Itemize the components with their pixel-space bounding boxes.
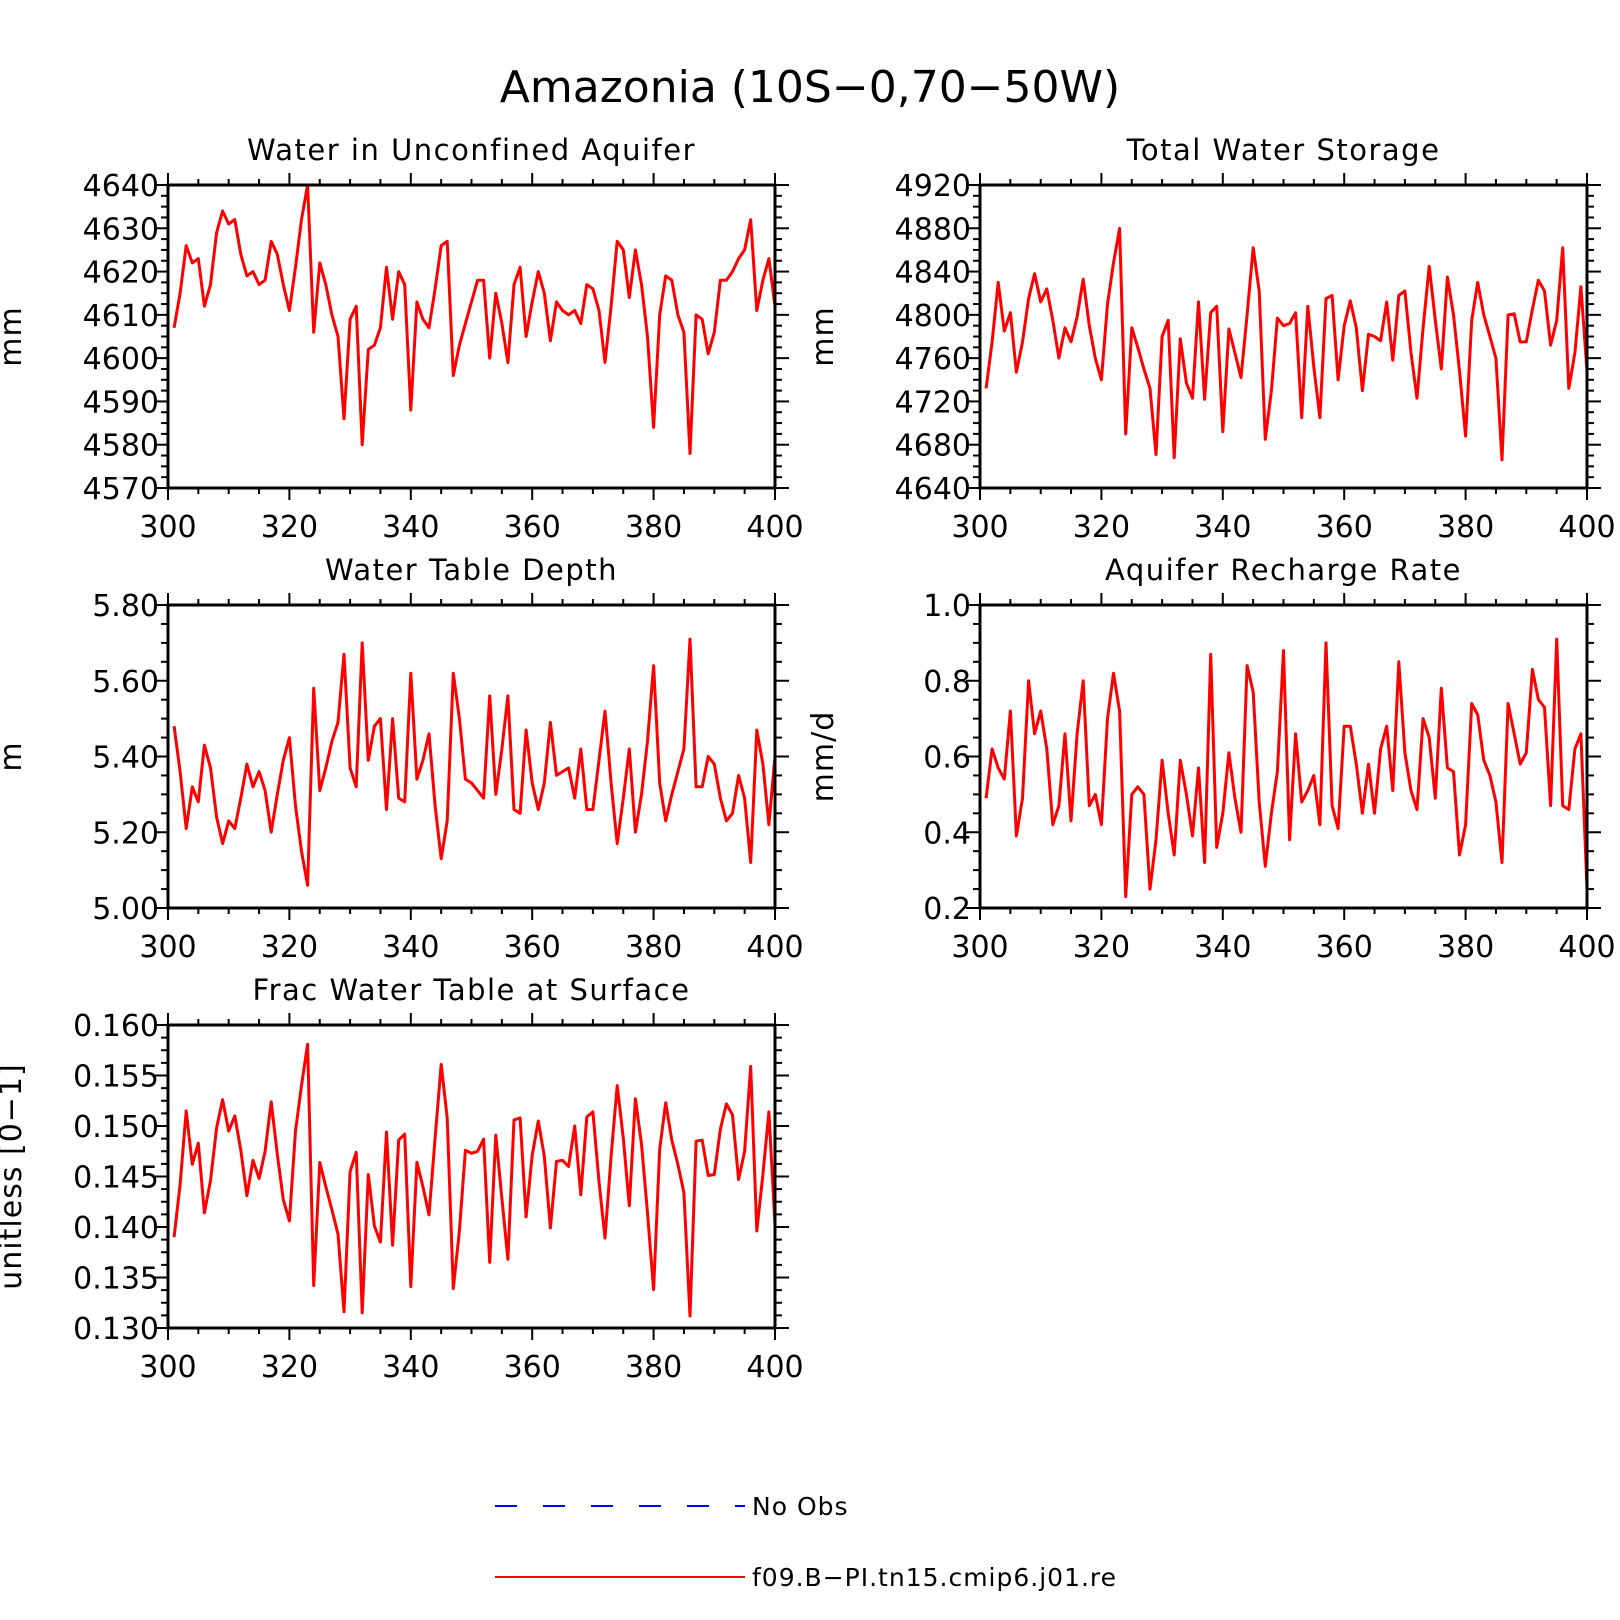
y-tick-label: 4680 bbox=[895, 429, 971, 464]
y-tick-label: 4920 bbox=[895, 169, 971, 204]
x-tick-label: 400 bbox=[746, 1350, 803, 1385]
x-tick-label: 360 bbox=[1316, 510, 1373, 545]
y-tick-label: 0.8 bbox=[923, 665, 971, 700]
y-axis-label: unitless [0−1] bbox=[0, 1063, 29, 1289]
chart-title: Total Water Storage bbox=[1126, 133, 1441, 167]
y-tick-label: 0.6 bbox=[923, 741, 971, 776]
y-tick-label: 4570 bbox=[83, 472, 159, 507]
x-tick-label: 300 bbox=[951, 930, 1008, 965]
legend-obs-label: No Obs bbox=[752, 1492, 849, 1521]
y-tick-label: 4760 bbox=[895, 342, 971, 377]
x-tick-label: 380 bbox=[625, 510, 682, 545]
series-line bbox=[984, 637, 1589, 899]
x-tick-label: 320 bbox=[1073, 930, 1130, 965]
legend-model-label: f09.B−PI.tn15.cmip6.j01.re bbox=[752, 1563, 1117, 1592]
series-line bbox=[172, 637, 777, 887]
x-tick-label: 360 bbox=[504, 1350, 561, 1385]
y-tick-label: 5.40 bbox=[92, 741, 159, 776]
chart-title: Water Table Depth bbox=[325, 553, 618, 587]
x-tick-label: 380 bbox=[625, 930, 682, 965]
x-tick-label: 320 bbox=[1073, 510, 1130, 545]
x-tick-label: 360 bbox=[504, 510, 561, 545]
chart-title: Water in Unconfined Aquifer bbox=[247, 133, 696, 167]
y-tick-label: 5.60 bbox=[92, 665, 159, 700]
y-tick-label: 0.135 bbox=[73, 1262, 159, 1297]
series-line bbox=[172, 183, 777, 455]
y-tick-label: 0.145 bbox=[73, 1161, 159, 1196]
x-tick-label: 380 bbox=[1437, 510, 1494, 545]
x-tick-label: 320 bbox=[261, 1350, 318, 1385]
y-tick-label: 4630 bbox=[83, 212, 159, 247]
x-tick-label: 360 bbox=[504, 930, 561, 965]
y-tick-label: 0.2 bbox=[923, 892, 971, 927]
x-tick-label: 400 bbox=[1558, 930, 1615, 965]
y-tick-label: 4640 bbox=[83, 169, 159, 204]
y-tick-label: 4640 bbox=[895, 472, 971, 507]
panels: Water in Unconfined Aquifer 300 320 340 360 3… bbox=[0, 133, 1616, 1385]
y-tick-label: 0.4 bbox=[923, 816, 971, 851]
x-tick-label: 340 bbox=[382, 1350, 439, 1385]
chart-panel-5: Frac Water Table at Surface 300 320 340 360 3… bbox=[0, 973, 804, 1385]
chart-panel-2: Total Water Storage 300 320 340 360 380 400 464… bbox=[806, 133, 1616, 545]
y-tick-label: 1.0 bbox=[923, 589, 971, 624]
y-tick-label: 0.130 bbox=[73, 1312, 159, 1347]
x-tick-label: 340 bbox=[382, 930, 439, 965]
y-tick-label: 4590 bbox=[83, 385, 159, 420]
plot-frame bbox=[166, 603, 777, 910]
chart-title: Aquifer Recharge Rate bbox=[1105, 553, 1462, 587]
x-tick-label: 340 bbox=[1194, 510, 1251, 545]
y-tick-label: 0.155 bbox=[73, 1060, 159, 1095]
y-tick-label: 4840 bbox=[895, 256, 971, 291]
x-tick-label: 380 bbox=[1437, 930, 1494, 965]
y-tick-label: 0.150 bbox=[73, 1110, 159, 1145]
y-tick-label: 4600 bbox=[83, 342, 159, 377]
chart-title: Frac Water Table at Surface bbox=[253, 973, 691, 1007]
x-tick-label: 300 bbox=[139, 1350, 196, 1385]
y-tick-label: 4580 bbox=[83, 429, 159, 464]
x-tick-label: 400 bbox=[746, 930, 803, 965]
y-tick-label: 0.160 bbox=[73, 1009, 159, 1044]
y-axis-label: mm bbox=[0, 306, 29, 366]
x-tick-label: 320 bbox=[261, 930, 318, 965]
y-tick-label: 5.20 bbox=[92, 816, 159, 851]
x-tick-label: 340 bbox=[382, 510, 439, 545]
series-line bbox=[984, 226, 1589, 462]
y-axis-label: mm/d bbox=[806, 711, 841, 803]
y-axis-label: m bbox=[0, 741, 29, 771]
chart-panel-1: Water in Unconfined Aquifer 300 320 340 360 3… bbox=[0, 133, 804, 545]
x-tick-label: 380 bbox=[625, 1350, 682, 1385]
x-tick-label: 300 bbox=[139, 930, 196, 965]
x-tick-label: 320 bbox=[261, 510, 318, 545]
y-tick-label: 5.00 bbox=[92, 892, 159, 927]
x-tick-label: 340 bbox=[1194, 930, 1251, 965]
legend: No Obs f09.B−PI.tn15.cmip6.j01.re bbox=[495, 1492, 1117, 1592]
x-tick-label: 300 bbox=[951, 510, 1008, 545]
y-axis-label: mm bbox=[806, 306, 841, 366]
x-tick-label: 400 bbox=[746, 510, 803, 545]
y-tick-label: 5.80 bbox=[92, 589, 159, 624]
chart-panel-4: Aquifer Recharge Rate 300 320 340 360 380 400 0… bbox=[806, 553, 1616, 965]
y-tick-label: 4800 bbox=[895, 299, 971, 334]
series-line bbox=[172, 1042, 777, 1318]
y-tick-label: 0.140 bbox=[73, 1211, 159, 1246]
y-tick-label: 4880 bbox=[895, 212, 971, 247]
figure-title: Amazonia (10S−0,70−50W) bbox=[500, 62, 1120, 113]
x-tick-label: 300 bbox=[139, 510, 196, 545]
y-tick-label: 4610 bbox=[83, 299, 159, 334]
x-tick-label: 400 bbox=[1558, 510, 1615, 545]
chart-panel-3: Water Table Depth 300 320 340 360 380 400 5.00 5… bbox=[0, 553, 804, 965]
y-tick-label: 4620 bbox=[83, 256, 159, 291]
y-tick-label: 4720 bbox=[895, 385, 971, 420]
x-tick-label: 360 bbox=[1316, 930, 1373, 965]
